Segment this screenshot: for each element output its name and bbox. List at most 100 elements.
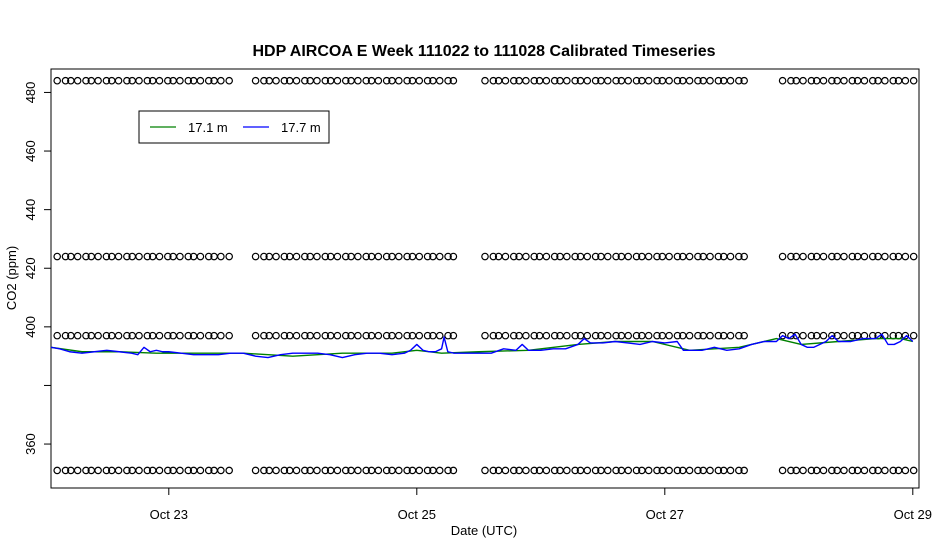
calibration-point bbox=[260, 252, 268, 261]
calibration-point bbox=[571, 331, 579, 340]
calibration-point bbox=[415, 76, 424, 85]
calibration-point bbox=[272, 331, 280, 340]
calibration-point bbox=[435, 76, 444, 85]
calibration-point bbox=[395, 466, 403, 475]
calibration-point bbox=[225, 76, 233, 85]
calibration-point bbox=[374, 252, 383, 261]
calibration-point bbox=[251, 331, 260, 340]
calibration-point bbox=[665, 466, 673, 475]
calibration-point bbox=[632, 76, 641, 85]
calibration-point bbox=[624, 466, 633, 475]
calibration-point bbox=[889, 466, 898, 475]
calibration-point bbox=[374, 331, 383, 340]
calibration-point bbox=[321, 76, 330, 85]
calibration-point bbox=[143, 252, 152, 261]
calibration-point bbox=[714, 331, 723, 340]
calibration-point bbox=[653, 466, 661, 475]
calibration-point bbox=[714, 252, 723, 261]
calibration-point bbox=[726, 466, 735, 475]
calibration-point bbox=[840, 252, 848, 261]
series-line-17-7-m bbox=[50, 333, 914, 359]
calibration-point bbox=[644, 466, 653, 475]
calibration-point bbox=[848, 76, 857, 85]
calibration-point bbox=[481, 331, 489, 340]
calibration-point bbox=[354, 331, 362, 340]
calibration-point bbox=[135, 252, 143, 261]
calibration-point bbox=[583, 466, 592, 475]
calibration-point bbox=[522, 252, 530, 261]
calibration-point bbox=[685, 466, 694, 475]
calibration-point bbox=[909, 331, 918, 340]
calibration-point bbox=[501, 252, 510, 261]
calibration-point bbox=[583, 331, 592, 340]
calibration-point bbox=[550, 466, 559, 475]
calibration-point bbox=[301, 331, 309, 340]
calibration-point bbox=[901, 252, 910, 261]
calibration-point bbox=[176, 466, 184, 475]
calibration-point bbox=[94, 252, 102, 261]
calibration-point bbox=[403, 76, 411, 85]
calibration-point bbox=[522, 331, 530, 340]
calibration-point bbox=[123, 76, 131, 85]
calibration-point bbox=[735, 466, 743, 475]
calibration-point bbox=[204, 252, 213, 261]
calibration-point bbox=[280, 331, 289, 340]
calibration-point bbox=[603, 252, 612, 261]
y-tick-label: 460 bbox=[23, 140, 38, 162]
calibration-point bbox=[176, 76, 184, 85]
calibration-point bbox=[632, 331, 641, 340]
calibration-point bbox=[53, 76, 62, 85]
calibration-point bbox=[840, 76, 848, 85]
calibration-point bbox=[481, 76, 489, 85]
calibration-point bbox=[61, 331, 70, 340]
calibration-point bbox=[225, 466, 233, 475]
calibration-point bbox=[807, 76, 816, 85]
calibration-point bbox=[135, 466, 143, 475]
calibration-point bbox=[726, 331, 735, 340]
calibration-point bbox=[740, 252, 748, 261]
calibration-point bbox=[881, 252, 889, 261]
calibration-point bbox=[354, 252, 362, 261]
calibration-point bbox=[321, 331, 330, 340]
calibration-point bbox=[176, 252, 184, 261]
calibration-point bbox=[685, 76, 694, 85]
calibration-point bbox=[164, 331, 172, 340]
x-axis-label: Date (UTC) bbox=[451, 523, 517, 538]
calibration-point bbox=[848, 466, 857, 475]
calibration-point bbox=[155, 76, 164, 85]
calibration-point bbox=[435, 466, 444, 475]
calibration-point bbox=[509, 331, 518, 340]
legend-label-17-7-m: 17.7 m bbox=[281, 120, 321, 135]
calibration-point bbox=[522, 76, 530, 85]
calibration-point bbox=[444, 76, 452, 85]
calibration-point bbox=[787, 466, 795, 475]
calibration-point bbox=[868, 466, 877, 475]
calibration-point bbox=[583, 76, 592, 85]
calibration-point bbox=[819, 76, 828, 85]
calibration-point bbox=[102, 252, 111, 261]
calibration-point bbox=[624, 76, 633, 85]
calibration-point bbox=[550, 331, 559, 340]
calibration-point bbox=[828, 76, 836, 85]
calibration-point bbox=[909, 252, 918, 261]
calibration-point bbox=[665, 331, 673, 340]
calibration-point bbox=[73, 331, 82, 340]
calibration-point bbox=[799, 252, 807, 261]
x-tick-label: Oct 27 bbox=[646, 507, 684, 522]
calibration-point bbox=[94, 76, 102, 85]
calibration-point bbox=[435, 331, 444, 340]
calibration-point bbox=[778, 252, 787, 261]
calibration-point bbox=[603, 331, 612, 340]
calibration-point bbox=[114, 76, 123, 85]
calibration-point bbox=[61, 466, 70, 475]
calibration-point bbox=[550, 252, 559, 261]
calibration-point bbox=[217, 76, 225, 85]
calibration-point bbox=[251, 466, 260, 475]
calibration-point bbox=[542, 331, 551, 340]
calibration-point bbox=[204, 331, 213, 340]
calibration-point bbox=[706, 331, 714, 340]
calibration-point bbox=[706, 466, 714, 475]
calibration-point bbox=[530, 76, 539, 85]
calibration-point bbox=[778, 331, 787, 340]
calibration-point bbox=[444, 331, 452, 340]
